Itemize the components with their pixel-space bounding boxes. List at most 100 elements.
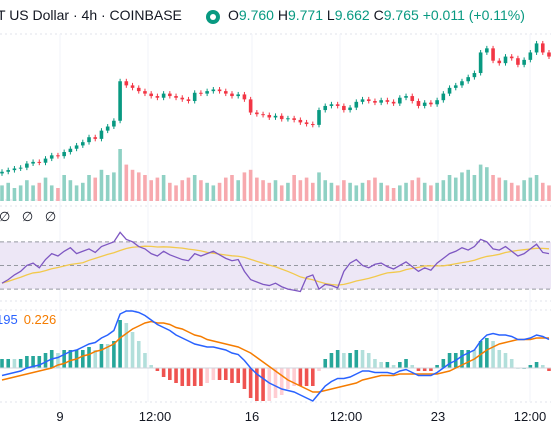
volume-bar [286, 182, 290, 201]
ohlc-readout: O9.760 H9.771 L9.662 C9.765 +0.011 (+0.1… [228, 7, 525, 23]
macd-histogram-bar [174, 368, 178, 383]
volume-bar [279, 185, 284, 201]
eye-icon[interactable] [206, 10, 220, 24]
candle [87, 134, 91, 145]
volume-bar [354, 185, 359, 201]
macd-histogram-bar [273, 368, 278, 398]
macd-histogram-bar [391, 365, 396, 368]
symbol-title[interactable]: T US Dollar · 4h · COINBASE [0, 7, 182, 23]
candle [360, 96, 365, 105]
volume-bar [217, 182, 222, 201]
x-tick-label: 12:00 [330, 409, 363, 424]
candle [180, 95, 185, 102]
high-value: 9.771 [287, 7, 323, 23]
candle [379, 97, 383, 106]
candle [323, 103, 328, 113]
volume-bar [255, 177, 259, 201]
candle-body [18, 167, 23, 169]
candle [391, 99, 396, 106]
macd-histogram-bar [310, 368, 315, 386]
volume-bar [180, 180, 185, 201]
macd-histogram-bar [31, 356, 35, 368]
candle-body [31, 161, 35, 164]
volume-bar [12, 188, 17, 201]
volume-bar [379, 182, 383, 201]
volume-bar [292, 175, 296, 201]
candle-body [491, 48, 495, 61]
candle-body [472, 73, 477, 78]
macd-legend[interactable]: 195 0.226 [0, 312, 56, 327]
volume-bar [236, 180, 241, 201]
candle [12, 166, 17, 173]
macd-histogram-bar [279, 368, 284, 395]
macd-histogram-bar [242, 368, 247, 389]
candle [62, 149, 66, 159]
macd-histogram-bar [466, 350, 470, 368]
candle [453, 82, 458, 91]
candle-body [435, 100, 439, 105]
candle [435, 97, 439, 107]
candle-body [404, 96, 408, 98]
macd-histogram-bar [509, 359, 514, 368]
volume-bar [398, 185, 402, 201]
volume-bar [230, 175, 234, 201]
volume-bar [404, 182, 408, 201]
candle [441, 91, 446, 103]
candle [317, 107, 321, 128]
macd-histogram-bar [547, 368, 551, 371]
volume-bar [37, 182, 42, 201]
candle-body [49, 155, 54, 159]
low-value: 9.662 [334, 7, 370, 23]
macd-histogram-bar [12, 359, 17, 368]
candle [373, 98, 377, 106]
candle-body [62, 152, 66, 157]
candle-body [112, 120, 116, 127]
candles [0, 40, 551, 176]
candle-body [547, 52, 551, 57]
x-tick-label: 9 [56, 409, 63, 424]
candle-body [391, 101, 396, 104]
close-label: C [373, 7, 384, 23]
candle-body [223, 91, 228, 94]
volume-bar [136, 172, 141, 201]
macd-histogram-bar [360, 350, 365, 368]
macd-histogram-bar [112, 341, 116, 368]
candle-body [385, 100, 390, 102]
candle [118, 78, 122, 124]
candle-body [485, 48, 489, 53]
macd-histogram-bar [0, 359, 4, 368]
macd-histogram-bar [180, 368, 185, 386]
macd-histogram-bar [87, 347, 91, 368]
volume-bar [25, 180, 29, 201]
candle-body [360, 99, 365, 102]
volume-bar [74, 185, 79, 201]
candle [149, 91, 153, 99]
macd-histogram-bar [37, 356, 42, 368]
candle-body [37, 161, 42, 163]
candle [174, 93, 178, 101]
candle-body [273, 115, 278, 118]
volume-bar [199, 180, 203, 201]
volume-bar [516, 185, 520, 201]
macd-histogram-bar [99, 344, 104, 368]
candle [223, 88, 228, 97]
volume-bar [348, 182, 352, 201]
x-axis: 9 12:00 16 12:00 23 12:00 [56, 409, 546, 424]
candle [161, 91, 166, 101]
macd-histogram-bar [366, 353, 371, 368]
macd-line [1, 310, 550, 402]
volume-bar [323, 180, 328, 201]
rsi-legend[interactable]: ∅ ∅ ∅ [0, 209, 61, 224]
macd-histogram-bar [485, 338, 489, 368]
candle-body [74, 145, 79, 149]
candle-body [354, 101, 359, 108]
volume-bar [112, 172, 116, 201]
macd-histogram-bar [528, 365, 533, 368]
macd-histogram-bar [410, 365, 415, 368]
candle [99, 128, 104, 142]
volume-bar [99, 169, 104, 201]
volume-bar [168, 182, 172, 201]
volume-bar [62, 175, 66, 201]
macd-histogram-bar [460, 350, 464, 368]
